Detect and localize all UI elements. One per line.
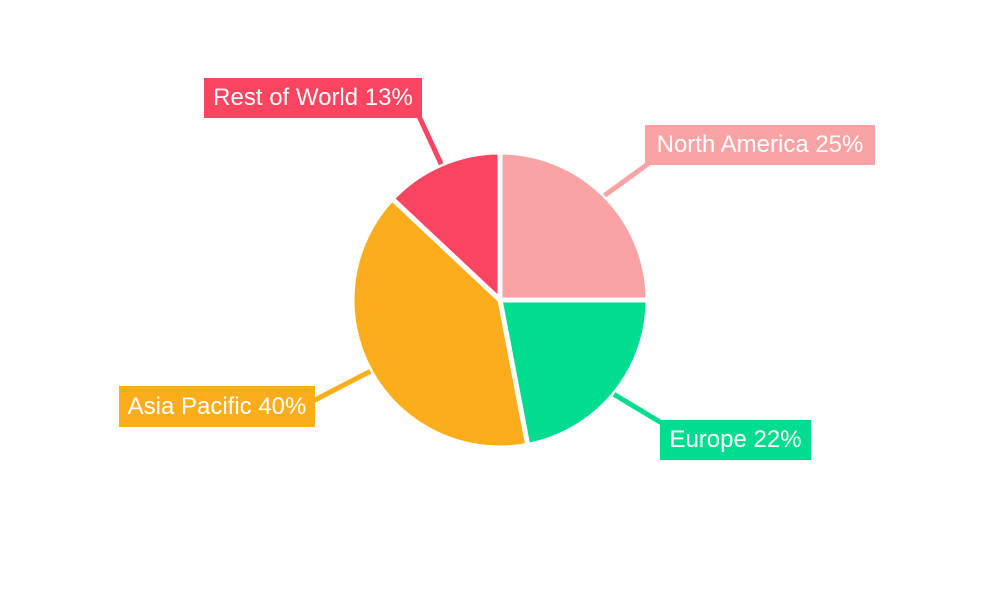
slice-label-rest-of-world: Rest of World 13% — [204, 78, 422, 118]
slice-label-asia-pacific: Asia Pacific 40% — [119, 386, 315, 427]
slice-label-north-america: North America 25% — [645, 125, 875, 165]
leader-line-north-america — [603, 158, 654, 198]
leader-line-asia-pacific — [311, 369, 372, 404]
pie-slice-rest-of-world[interactable] — [388, 149, 503, 306]
pie-slice-europe[interactable] — [496, 297, 651, 449]
pie-slice-north-america[interactable] — [497, 149, 651, 303]
pie-slice-asia-pacific[interactable] — [349, 195, 531, 451]
slice-label-europe: Europe 22% — [660, 420, 811, 460]
leader-line-europe — [612, 392, 667, 428]
leader-line-rest-of-world — [415, 112, 444, 166]
